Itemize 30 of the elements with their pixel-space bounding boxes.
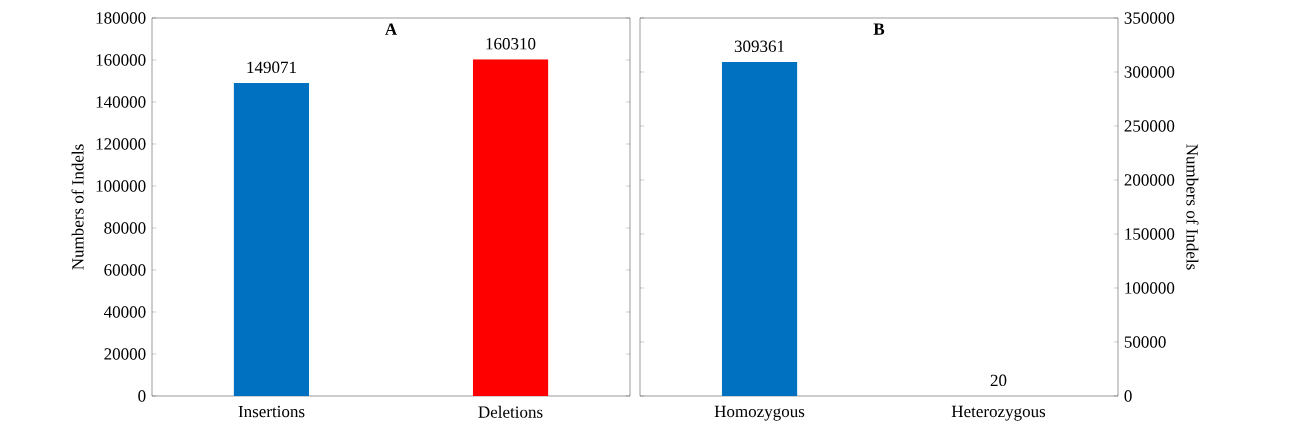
- data-label: 309361: [734, 40, 784, 53]
- y-tick-label: 180000: [96, 12, 146, 24]
- y-tick-label: 160000: [96, 54, 146, 66]
- y-tick-label: 40000: [103, 306, 146, 318]
- data-label: 160310: [486, 38, 536, 50]
- y-tick-label: 100000: [96, 180, 146, 192]
- y-tick-label: 80000: [104, 222, 146, 234]
- y-tick-label: 60000: [104, 264, 146, 276]
- data-label: 149071: [247, 61, 296, 74]
- y-tick-label: 0: [1124, 390, 1132, 402]
- y-axis-title: Numbers of Indels: [71, 144, 84, 270]
- y-tick-label: 140000: [96, 96, 146, 108]
- y-tick-label: 150000: [1125, 228, 1175, 240]
- y-tick-label: 20000: [104, 348, 146, 360]
- x-tick-label: Homozygous: [714, 405, 805, 421]
- x-tick-label: Deletions: [478, 405, 543, 418]
- data-label: 20: [990, 374, 1007, 387]
- y-tick-label: 300000: [1124, 66, 1175, 78]
- y-tick-label: 0: [138, 390, 146, 402]
- y-tick-label: 120000: [96, 138, 146, 150]
- x-tick-label: Insertions: [238, 405, 305, 418]
- chart-title: B: [873, 23, 885, 35]
- x-tick-label: Heterozygous: [951, 405, 1046, 421]
- y-tick-label: 200000: [1124, 174, 1175, 186]
- y-tick-label: 350000: [1124, 12, 1175, 24]
- y-tick-label: 250000: [1124, 120, 1175, 132]
- y-tick-label: 50000: [1124, 336, 1166, 348]
- chart-title: A: [385, 23, 398, 35]
- y-axis-title: Numbers of Indels: [1186, 144, 1199, 270]
- y-tick-label: 100000: [1125, 282, 1175, 294]
